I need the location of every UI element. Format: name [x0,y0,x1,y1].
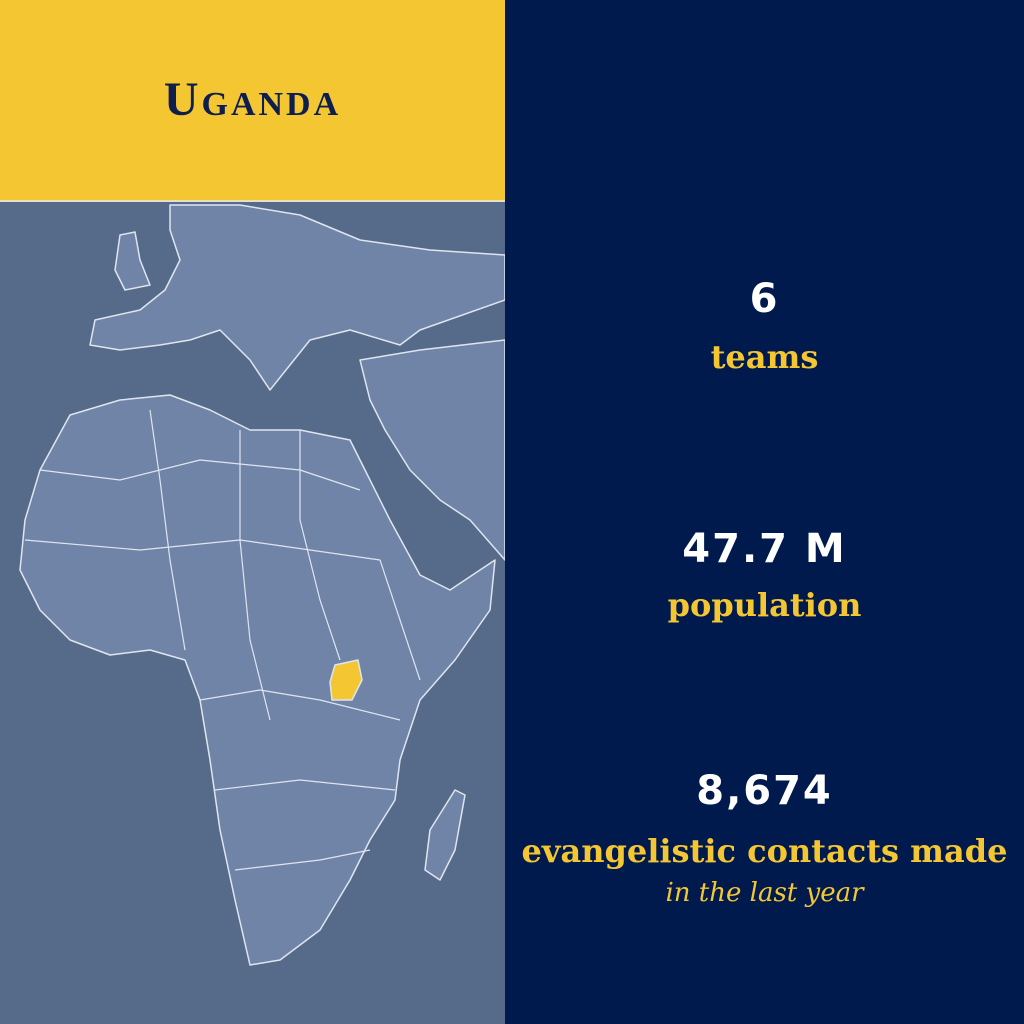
map-panel: Uganda [0,0,505,1024]
stat-value: 8,674 [696,768,833,814]
header: Uganda [0,0,505,202]
africa-map [19,204,505,966]
stats-panel: 6 teams 47.7 M population 8,674 evangeli… [505,0,1024,1024]
title: Uganda [163,73,342,126]
middle-east [359,339,505,561]
stat-value: 6 [749,276,780,322]
stat-label: population [667,586,862,624]
africa [19,394,496,966]
stat-label: evangelistic contacts made [521,832,1008,870]
uganda [329,659,363,701]
stat-label: teams [710,338,819,376]
stat-note: in the last year [665,878,864,908]
europe [89,204,505,391]
britain [114,231,151,291]
madagascar [424,789,466,881]
stat-value: 47.7 M [682,526,847,572]
